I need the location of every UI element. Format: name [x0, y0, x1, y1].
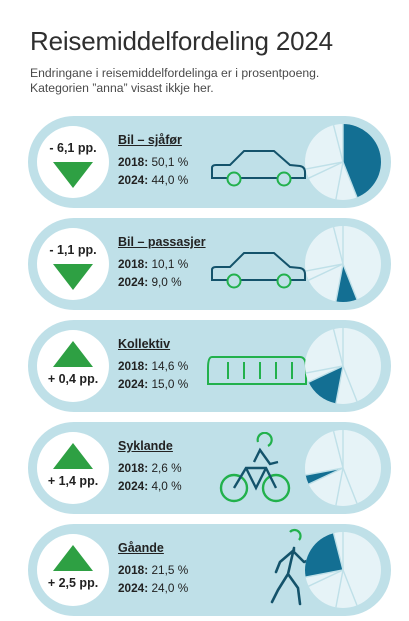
stat-2018: 2018: 50,1 % [118, 155, 188, 169]
pie-divider [342, 569, 358, 606]
stat-2024-value: 44,0 % [151, 173, 189, 187]
stat-2018-value: 10,1 % [151, 257, 189, 271]
bus-icon [207, 356, 307, 385]
stat-2024: 2024: 4,0 % [118, 479, 182, 493]
category-card-walking: + 2,5 pp. Gåande 2018: 21,5 % 2024: 24,0… [28, 524, 391, 616]
bicycle-icon [219, 432, 291, 503]
stat-2024-value: 9,0 % [151, 275, 182, 289]
pie-divider [305, 263, 344, 272]
subtitle-line-1: Endringane i reisemiddelfordelinga er i … [30, 66, 320, 80]
pie-divider [332, 533, 344, 571]
category-card-car-driver: - 6,1 pp. Bil – sjåfør 2018: 50,1 % 2024… [28, 116, 391, 208]
down-arrow-icon [53, 264, 93, 290]
change-badge: + 2,5 pp. [37, 534, 109, 606]
pie-divider [335, 161, 344, 200]
stat-2018: 2018: 2,6 % [118, 461, 182, 475]
change-badge: + 1,4 pp. [37, 432, 109, 504]
change-value: - 6,1 pp. [49, 141, 97, 155]
change-badge: + 0,4 pp. [37, 330, 109, 402]
pie-divider [332, 125, 344, 163]
stat-2018-label: 2018: [118, 155, 149, 169]
stat-2024-label: 2024: [118, 479, 149, 493]
car-passenger-icon [211, 252, 306, 289]
pie-divider [335, 365, 344, 404]
stat-2018-value: 21,5 % [151, 563, 189, 577]
stat-2018-label: 2018: [118, 257, 149, 271]
pie-divider [342, 263, 358, 300]
pie-slice-highlight [305, 533, 343, 578]
change-badge: - 6,1 pp. [37, 126, 109, 198]
category-name: Syklande [118, 439, 173, 453]
pie-divider [342, 365, 358, 402]
stat-2024: 2024: 44,0 % [118, 173, 188, 187]
pie-divider [305, 569, 344, 578]
stat-2024: 2024: 9,0 % [118, 275, 182, 289]
pie-slice-highlight [308, 366, 343, 404]
stat-2024-label: 2024: [118, 173, 149, 187]
stat-2024-label: 2024: [118, 581, 149, 595]
pie-divider [335, 467, 344, 506]
category-name: Bil – sjåfør [118, 133, 182, 147]
stat-2018: 2018: 10,1 % [118, 257, 188, 271]
pie-divider [308, 263, 344, 281]
stat-2018: 2018: 21,5 % [118, 563, 188, 577]
stat-2024: 2024: 15,0 % [118, 377, 188, 391]
pie-slice-highlight [335, 264, 357, 302]
stat-2018-label: 2018: [118, 563, 149, 577]
pie-divider [305, 467, 344, 476]
pie-divider [342, 467, 358, 504]
pie-divider [308, 569, 344, 587]
pie-divider [335, 569, 344, 608]
share-pie-chart [305, 430, 381, 506]
pie-divider [308, 365, 344, 383]
up-arrow-icon [53, 443, 93, 469]
down-arrow-icon [53, 162, 93, 188]
stat-2024-value: 4,0 % [151, 479, 182, 493]
pedestrian-icon [270, 528, 312, 606]
stat-2024-label: 2024: [118, 275, 149, 289]
category-card-car-passenger: - 1,1 pp. Bil – passasjer 2018: 10,1 % 2… [28, 218, 391, 310]
share-pie-chart [305, 328, 381, 404]
stat-2024: 2024: 24,0 % [118, 581, 188, 595]
share-pie-chart [305, 532, 381, 608]
stat-2018-label: 2018: [118, 359, 149, 373]
change-value: + 0,4 pp. [47, 372, 99, 386]
up-arrow-icon [53, 341, 93, 367]
subtitle-line-2: Kategorien ”anna” visast ikkje her. [30, 81, 214, 95]
category-card-cycling: + 1,4 pp. Syklande 2018: 2,6 % 2024: 4,0… [28, 422, 391, 514]
stat-2018-value: 2,6 % [151, 461, 182, 475]
category-name: Gåande [118, 541, 164, 555]
car-driver-icon [211, 150, 306, 187]
up-arrow-icon [53, 545, 93, 571]
pie-divider [308, 467, 344, 485]
pie-divider [305, 161, 344, 170]
pie-divider [332, 431, 344, 469]
change-value: + 2,5 pp. [47, 576, 99, 590]
category-card-public-transport: + 0,4 pp. Kollektiv 2018: 14,6 % 2024: 1… [28, 320, 391, 412]
stat-2024-value: 15,0 % [151, 377, 189, 391]
pie-divider [305, 365, 344, 374]
pie-divider [308, 161, 344, 179]
share-pie-chart [305, 226, 381, 302]
change-badge: - 1,1 pp. [37, 228, 109, 300]
change-value: - 1,1 pp. [49, 243, 97, 257]
change-value: + 1,4 pp. [47, 474, 99, 488]
share-pie-chart [305, 124, 381, 200]
pie-divider [342, 161, 358, 198]
stat-2018-value: 14,6 % [151, 359, 189, 373]
pie-divider [332, 329, 344, 367]
pie-divider [335, 263, 344, 302]
pie-slice-highlight [343, 124, 381, 198]
category-name: Kollektiv [118, 337, 171, 351]
pie-divider [332, 227, 344, 265]
page-subtitle: Endringane i reisemiddelfordelinga er i … [30, 66, 400, 96]
page-title: Reisemiddelfordeling 2024 [30, 26, 333, 56]
stat-2018: 2018: 14,6 % [118, 359, 188, 373]
category-name: Bil – passasjer [118, 235, 206, 249]
stat-2024-value: 24,0 % [151, 581, 189, 595]
stat-2018-value: 50,1 % [151, 155, 189, 169]
stat-2018-label: 2018: [118, 461, 149, 475]
stat-2024-label: 2024: [118, 377, 149, 391]
